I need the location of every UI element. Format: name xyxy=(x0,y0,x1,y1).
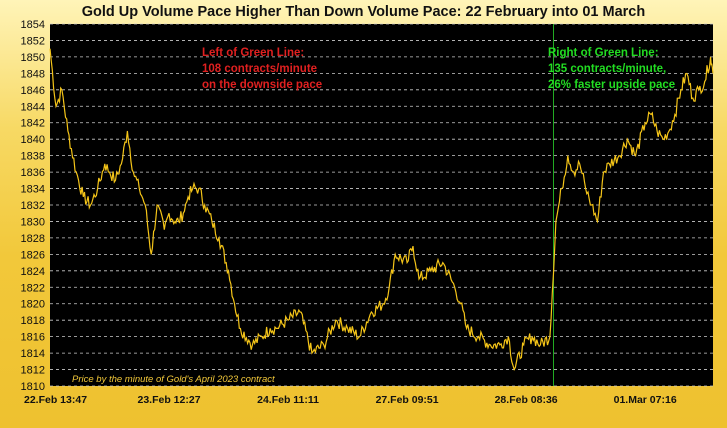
y-tick-label: 1840 xyxy=(21,134,45,146)
right-annotation-line-3: 26% faster upside pace xyxy=(548,79,675,91)
y-tick-label: 1818 xyxy=(21,315,45,327)
y-tick-label: 1830 xyxy=(21,216,45,228)
y-tick-label: 1834 xyxy=(21,184,45,196)
y-tick-label: 1846 xyxy=(21,85,45,97)
y-tick-label: 1816 xyxy=(21,332,45,344)
y-axis-ticks: 1810 1812 1814 1816 1818 1820 1822 1824 1826 1828… xyxy=(21,19,45,393)
y-tick-label: 1820 xyxy=(21,299,45,311)
y-tick-label: 1836 xyxy=(21,167,45,179)
y-tick-label: 1852 xyxy=(21,35,45,47)
y-tick-label: 1848 xyxy=(21,68,45,80)
y-tick-label: 1832 xyxy=(21,200,45,212)
x-tick-label: 23.Feb 12:27 xyxy=(138,394,201,406)
y-tick-label: 1826 xyxy=(21,249,45,261)
x-tick-label: 01.Mar 07:16 xyxy=(614,394,677,406)
x-tick-label: 28.Feb 08:36 xyxy=(495,394,558,406)
y-tick-label: 1822 xyxy=(21,282,45,294)
y-tick-label: 1824 xyxy=(21,266,45,278)
y-tick-label: 1814 xyxy=(21,348,45,360)
x-tick-label: 22.Feb 13:47 xyxy=(24,394,87,406)
x-tick-label: 27.Feb 09:51 xyxy=(376,394,439,406)
right-annotation-line-2: 135 contracts/minute, xyxy=(548,63,666,75)
y-tick-label: 1810 xyxy=(21,381,45,393)
gridlines xyxy=(50,23,713,387)
left-annotation-line-3: on the downside pace xyxy=(202,79,322,91)
y-tick-label: 1854 xyxy=(21,19,45,31)
left-annotation-line-2: 108 contracts/minute xyxy=(202,63,317,75)
source-note: Price by the minute of Gold's April 2023… xyxy=(72,374,275,385)
chart-title: Gold Up Volume Pace Higher Than Down Vol… xyxy=(81,4,646,20)
x-axis-ticks: 22.Feb 13:47 23.Feb 12:27 24.Feb 11:11 27.F… xyxy=(24,394,677,406)
y-tick-label: 1842 xyxy=(21,118,45,130)
left-annotation-line-1: Left of Green Line: xyxy=(202,47,304,59)
x-tick-label: 24.Feb 11:11 xyxy=(257,394,319,406)
y-tick-label: 1828 xyxy=(21,233,45,245)
price-series-line xyxy=(49,48,714,372)
y-tick-label: 1850 xyxy=(21,52,45,64)
y-tick-label: 1812 xyxy=(21,365,45,377)
right-annotation-line-1: Right of Green Line: xyxy=(548,47,659,59)
y-tick-label: 1838 xyxy=(21,151,45,163)
y-tick-label: 1844 xyxy=(21,101,45,113)
